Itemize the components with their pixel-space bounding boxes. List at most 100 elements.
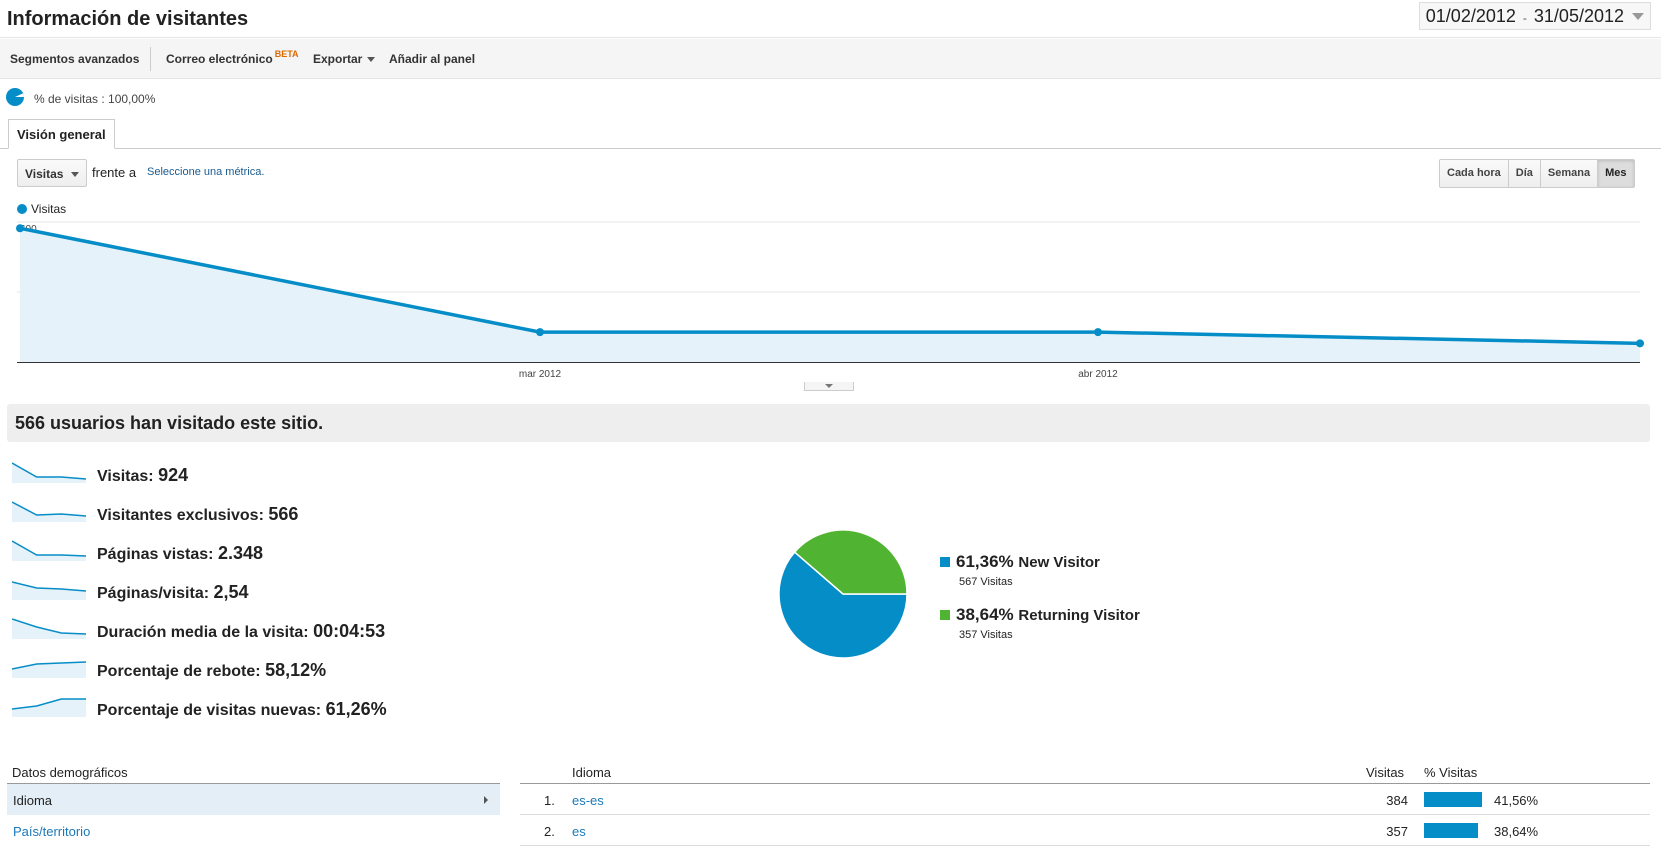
- series-line: [19, 226, 1641, 346]
- pie-sub: 357 Visitas: [959, 629, 1013, 641]
- legend-swatch: [17, 204, 27, 214]
- data-point[interactable]: [1094, 328, 1102, 337]
- demographics-item-country[interactable]: País/territorio: [13, 824, 91, 839]
- sparkline[interactable]: [12, 537, 86, 561]
- sparkline[interactable]: [12, 498, 86, 522]
- versus-label: frente a: [92, 165, 137, 180]
- table-header-pct-visits[interactable]: % Visitas: [1424, 765, 1478, 780]
- add-to-dashboard-button[interactable]: Añadir al panel: [389, 52, 476, 66]
- row-index: 2.: [544, 824, 555, 839]
- pie-slice[interactable]: [778, 551, 908, 659]
- data-point[interactable]: [1636, 339, 1644, 348]
- email-button[interactable]: Correo electrónico BETA: [166, 49, 299, 66]
- sparkline-area: [12, 699, 86, 717]
- metric-label: Páginas/visita:: [97, 585, 210, 602]
- granularity-month-button[interactable]: Mes: [1597, 160, 1634, 187]
- area-fill: [20, 228, 1640, 362]
- row-language-link[interactable]: es-es: [572, 793, 604, 808]
- sparkline-line: [12, 540, 86, 557]
- metric-visits: Visitas: 924: [97, 465, 188, 486]
- pie-name: Returning Visitor: [1018, 607, 1140, 624]
- data-point[interactable]: [536, 328, 544, 337]
- metric-select-label: Visitas: [25, 167, 64, 181]
- metric-pageviews: Páginas vistas: 2.348: [97, 543, 263, 564]
- metric-value: 566: [268, 504, 299, 524]
- legend-swatch: [940, 557, 950, 567]
- date-range-picker[interactable]: 01/02/2012 - 31/05/2012: [1418, 2, 1651, 30]
- segment-label: % de visitas : 100,00%: [34, 92, 156, 106]
- row-visits: 357: [1386, 824, 1408, 839]
- granularity-hourly-button[interactable]: Cada hora: [1440, 160, 1508, 187]
- tab-overview[interactable]: Visión general: [8, 119, 115, 149]
- tab-divider: [0, 148, 1661, 149]
- metric-label: Porcentaje de rebote:: [97, 663, 261, 680]
- chart-collapse-handle[interactable]: [804, 382, 854, 391]
- sparkline-line: [12, 462, 86, 480]
- toolbar-divider: [150, 47, 151, 71]
- pie-slice[interactable]: [793, 529, 908, 595]
- legend-swatch: [940, 610, 950, 620]
- pie-legend-label: 38,64% Returning Visitor: [956, 605, 1140, 625]
- row-share-bar: [1424, 823, 1479, 838]
- table-row: 2. es 357 38,64%: [520, 815, 1650, 846]
- chevron-down-icon: [367, 57, 376, 63]
- chevron-down-icon: [1632, 13, 1644, 20]
- demographics-item-label: Idioma: [13, 793, 53, 808]
- row-index: 1.: [544, 793, 555, 808]
- table-row: 1. es-es 384 41,56%: [520, 784, 1650, 815]
- table-header-language[interactable]: Idioma: [572, 765, 612, 780]
- metric-label: Visitas:: [97, 468, 154, 485]
- sparkline-area: [12, 463, 86, 483]
- sparkline-area: [12, 662, 86, 678]
- data-point[interactable]: [16, 224, 24, 233]
- metric-value: 58,12%: [265, 660, 327, 680]
- chevron-down-icon: [825, 384, 833, 388]
- date-separator: -: [1522, 11, 1527, 25]
- email-label: Correo electrónico: [166, 52, 273, 66]
- advanced-segments-button[interactable]: Segmentos avanzados: [10, 52, 140, 66]
- metric-value: 2,54: [213, 582, 249, 602]
- date-start: 01/02/2012: [1425, 6, 1516, 26]
- metric-label: Páginas vistas:: [97, 546, 214, 563]
- pie-pct: 61,36%: [956, 552, 1014, 571]
- visitor-type-pie-chart: [778, 529, 908, 659]
- pie-sub: 567 Visitas: [959, 576, 1013, 588]
- metric-label: Duración media de la visita:: [97, 624, 309, 641]
- x-tick-label: mar 2012: [519, 369, 562, 380]
- export-button[interactable]: Exportar: [313, 52, 376, 66]
- select-metric-link[interactable]: Seleccione una métrica.: [147, 166, 265, 178]
- pie-pct: 38,64%: [956, 605, 1014, 624]
- sparkline[interactable]: [12, 576, 86, 600]
- metric-value: 00:04:53: [313, 621, 386, 641]
- demographics-item-language[interactable]: Idioma: [7, 784, 500, 815]
- report-toolbar: Segmentos avanzados Correo electrónico BE…: [0, 39, 1661, 79]
- export-label: Exportar: [313, 52, 363, 66]
- table-divider: [520, 783, 1650, 784]
- row-pct: 41,56%: [1494, 793, 1539, 808]
- granularity-week-button[interactable]: Semana: [1539, 160, 1598, 187]
- metric-value: 61,26%: [325, 699, 387, 719]
- row-language-link[interactable]: es: [572, 824, 586, 839]
- metric-avg-duration: Duración media de la visita: 00:04:53: [97, 621, 385, 642]
- sparkline[interactable]: [12, 654, 86, 678]
- sparkline[interactable]: [12, 459, 86, 483]
- row-share-bar: [1424, 792, 1483, 807]
- metric-new-visits: Porcentaje de visitas nuevas: 61,26%: [97, 699, 387, 720]
- sparkline[interactable]: [12, 693, 86, 717]
- metric-label: Visitantes exclusivos:: [97, 507, 264, 524]
- sparkline-line: [12, 501, 86, 517]
- sparkline[interactable]: [12, 615, 86, 639]
- granularity-day-button[interactable]: Día: [1507, 160, 1540, 187]
- metric-select[interactable]: Visitas: [17, 159, 87, 187]
- legend-label: Visitas: [31, 202, 67, 216]
- sparkline-line: [12, 661, 86, 670]
- page-title: Información de visitantes: [7, 8, 249, 30]
- metric-label: Porcentaje de visitas nuevas:: [97, 702, 322, 719]
- summary-headline: 566 usuarios han visitado este sitio.: [7, 404, 1650, 442]
- metric-value: 2.348: [217, 543, 263, 563]
- segment-pie-icon: [6, 88, 24, 106]
- metric-value: 924: [158, 465, 189, 485]
- table-header-visits[interactable]: Visitas: [1366, 765, 1405, 780]
- sparkline-line: [12, 618, 86, 635]
- sparkline-area: [12, 502, 86, 522]
